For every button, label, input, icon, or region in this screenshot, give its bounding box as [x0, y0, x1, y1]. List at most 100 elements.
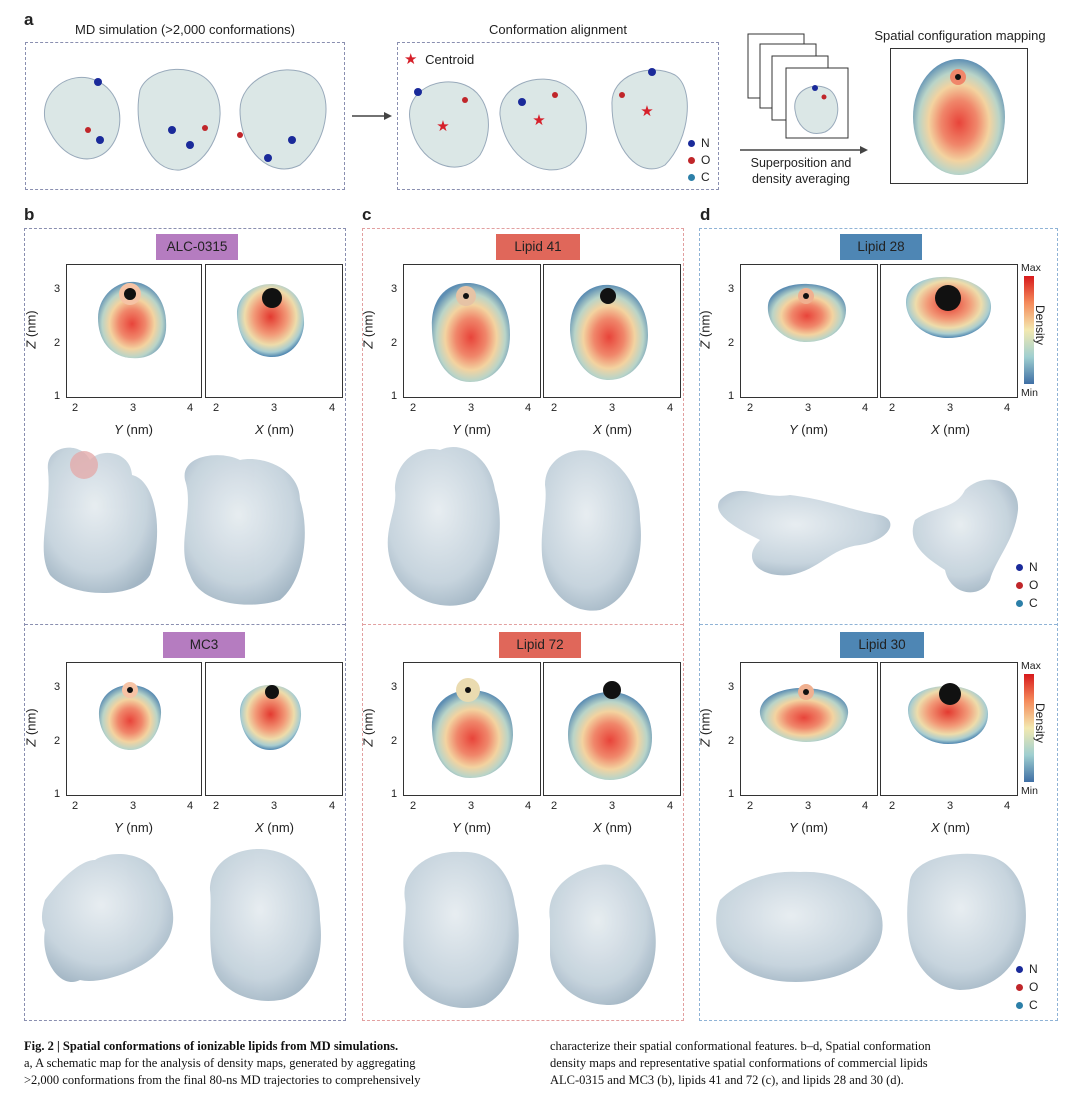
ytick: 2 [54, 735, 61, 747]
ytick: 1 [391, 390, 398, 402]
panel-a-legend-n: N [688, 136, 710, 150]
ylabel-z: Z (nm) [360, 708, 376, 747]
lipid-label-lipid30: Lipid 30 [840, 632, 924, 658]
ytick: 1 [728, 788, 735, 800]
nitrogen-dot-icon [1016, 564, 1023, 572]
panel-d-divider [700, 624, 1057, 625]
colorbar-max-label: Max [1021, 660, 1041, 672]
carbon-dot-icon [1016, 600, 1023, 608]
molecular-surfaces [41, 446, 1026, 1008]
ylabel-z: Z (nm) [23, 310, 39, 349]
xtick: 2 [213, 800, 220, 812]
xtick: 2 [213, 402, 220, 414]
oxygen-dot-icon [1016, 984, 1023, 992]
xtick: 3 [805, 402, 812, 414]
nitrogen-dot-icon [1016, 966, 1023, 974]
ytick: 2 [728, 337, 735, 349]
lipid-label-mc3: MC3 [163, 632, 245, 658]
ylabel-z: Z (nm) [697, 708, 713, 747]
xtick: 3 [130, 402, 137, 414]
xtick: 3 [947, 402, 954, 414]
xtick: 2 [889, 402, 896, 414]
caption-line: density maps and representative spatial … [550, 1056, 928, 1070]
ylabel-z: Z (nm) [697, 310, 713, 349]
spatial-mapping-title: Spatial configuration mapping [874, 28, 1046, 43]
xlabel-x: X (nm) [931, 820, 971, 835]
panel-letter-d: d [700, 205, 711, 224]
carbon-dot-icon [688, 174, 695, 182]
legend-o: O [1016, 980, 1038, 994]
ytick: 1 [728, 390, 735, 402]
legend-c: C [1016, 596, 1038, 610]
ytick: 3 [728, 681, 735, 693]
arrow-head-icon [860, 146, 868, 154]
panel-d-box [699, 228, 1058, 1021]
spatial-mapping-density [913, 59, 1005, 175]
xtick: 3 [271, 800, 278, 812]
conformation-alignment-title: Conformation alignment [488, 22, 628, 37]
centroid-star-icon: ★ [640, 103, 653, 120]
ytick: 2 [54, 337, 61, 349]
legend-c: C [1016, 998, 1038, 1012]
figure-caption-col1: Fig. 2 | Spatial conformations of ioniza… [24, 1038, 534, 1089]
panel-letter-b: b [24, 205, 35, 224]
md-simulation-title: MD simulation (>2,000 conformations) [74, 22, 295, 37]
xtick: 2 [410, 800, 417, 812]
xtick: 4 [329, 800, 336, 812]
panel-b-divider [25, 624, 345, 625]
xtick: 3 [468, 402, 475, 414]
lipid-label-lipid28: Lipid 28 [840, 234, 922, 260]
xtick: 2 [410, 402, 417, 414]
xlabel-x: X (nm) [255, 820, 295, 835]
colorbar-max-label: Max [1021, 262, 1041, 274]
ytick: 3 [54, 283, 61, 295]
lipid-label-lipid72: Lipid 72 [499, 632, 581, 658]
xlabel-y: Y (nm) [452, 820, 492, 835]
centroid-legend: ★ Centroid [404, 50, 474, 68]
legend-o: O [1016, 578, 1038, 592]
xtick: 2 [551, 800, 558, 812]
xtick: 3 [130, 800, 137, 812]
xtick: 4 [187, 800, 194, 812]
lipid-label-lipid41: Lipid 41 [496, 234, 580, 260]
colorbar-density-label: Density [1033, 702, 1048, 744]
xtick: 2 [889, 800, 896, 812]
xlabel-y: Y (nm) [114, 820, 154, 835]
centroid-star-icon: ★ [532, 112, 545, 129]
panel-letter-c: c [362, 205, 372, 224]
ytick: 3 [391, 283, 398, 295]
panel-a-legend-c: C [688, 170, 710, 184]
ylabel-z: Z (nm) [360, 310, 376, 349]
xlabel-y: Y (nm) [114, 422, 154, 437]
nitrogen-dot-icon [688, 140, 695, 148]
xtick: 4 [329, 402, 336, 414]
ytick: 1 [54, 788, 61, 800]
xtick: 4 [525, 800, 532, 812]
xtick: 2 [551, 402, 558, 414]
xlabel-y: Y (nm) [789, 820, 829, 835]
panel-c-box [362, 228, 684, 1021]
star-icon: ★ [404, 51, 418, 68]
xtick: 4 [862, 800, 869, 812]
md-conformations [44, 68, 327, 171]
xtick: 4 [667, 800, 674, 812]
xtick: 4 [187, 402, 194, 414]
colorbar-bottom [1024, 674, 1034, 782]
panel-b-box [24, 228, 346, 1021]
colorbar-top [1024, 276, 1034, 384]
ytick: 1 [54, 390, 61, 402]
xtick: 4 [1004, 800, 1011, 812]
ytick: 3 [391, 681, 398, 693]
conformation-alignment-box [397, 42, 719, 190]
lipid-label-alc0315: ALC-0315 [156, 234, 238, 260]
ytick: 3 [728, 283, 735, 295]
xtick: 3 [271, 402, 278, 414]
aligned-conformations: ★ ★ ★ [409, 68, 688, 171]
ytick: 1 [391, 788, 398, 800]
legend-n: N [1016, 962, 1038, 976]
xlabel-y: Y (nm) [452, 422, 492, 437]
xtick: 2 [72, 402, 79, 414]
xtick: 2 [747, 800, 754, 812]
xlabel-x: X (nm) [255, 422, 295, 437]
